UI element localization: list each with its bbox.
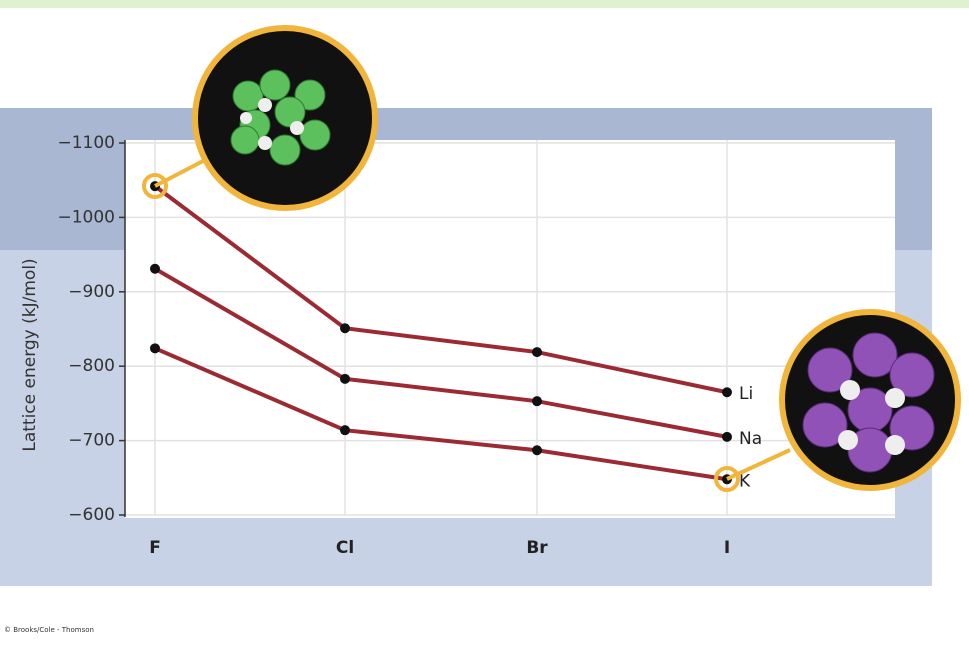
series-line <box>153 184 728 395</box>
y-axis-label: Lattice energy (kJ/mol) <box>20 258 40 451</box>
x-tick-label: Br <box>526 538 548 558</box>
y-tick-label: −700 <box>68 431 115 451</box>
point <box>532 445 542 456</box>
series-label: Li <box>739 384 753 404</box>
point <box>340 425 350 436</box>
y-tick-label: −900 <box>68 282 115 302</box>
x-tick-label: I <box>724 538 730 558</box>
point <box>532 347 542 358</box>
point <box>722 431 732 442</box>
credit: © Brooks/Cole - Thomson <box>4 626 94 634</box>
top-band <box>0 0 969 8</box>
y-tick-label: −1000 <box>57 207 115 227</box>
point <box>340 373 350 384</box>
y-tick-label: −800 <box>68 356 115 376</box>
x-tick-label: F <box>149 538 161 558</box>
nacl-like-inset <box>142 25 378 211</box>
series-label: K <box>739 471 751 491</box>
point <box>150 263 160 274</box>
marks: F Cl Br I −1100 −1000 −900 −800 −700 −600 Li Na K <box>57 133 895 558</box>
point <box>532 396 542 407</box>
point <box>340 323 350 334</box>
series-line <box>154 346 728 482</box>
y-tick-label: −1100 <box>57 133 115 153</box>
y-tick-label: −600 <box>68 505 115 525</box>
series-label: Na <box>739 429 762 449</box>
ki-like-inset <box>714 309 961 492</box>
x-tick-label: Cl <box>336 538 354 558</box>
point <box>722 387 732 398</box>
series-line <box>153 267 728 439</box>
point <box>150 343 160 354</box>
